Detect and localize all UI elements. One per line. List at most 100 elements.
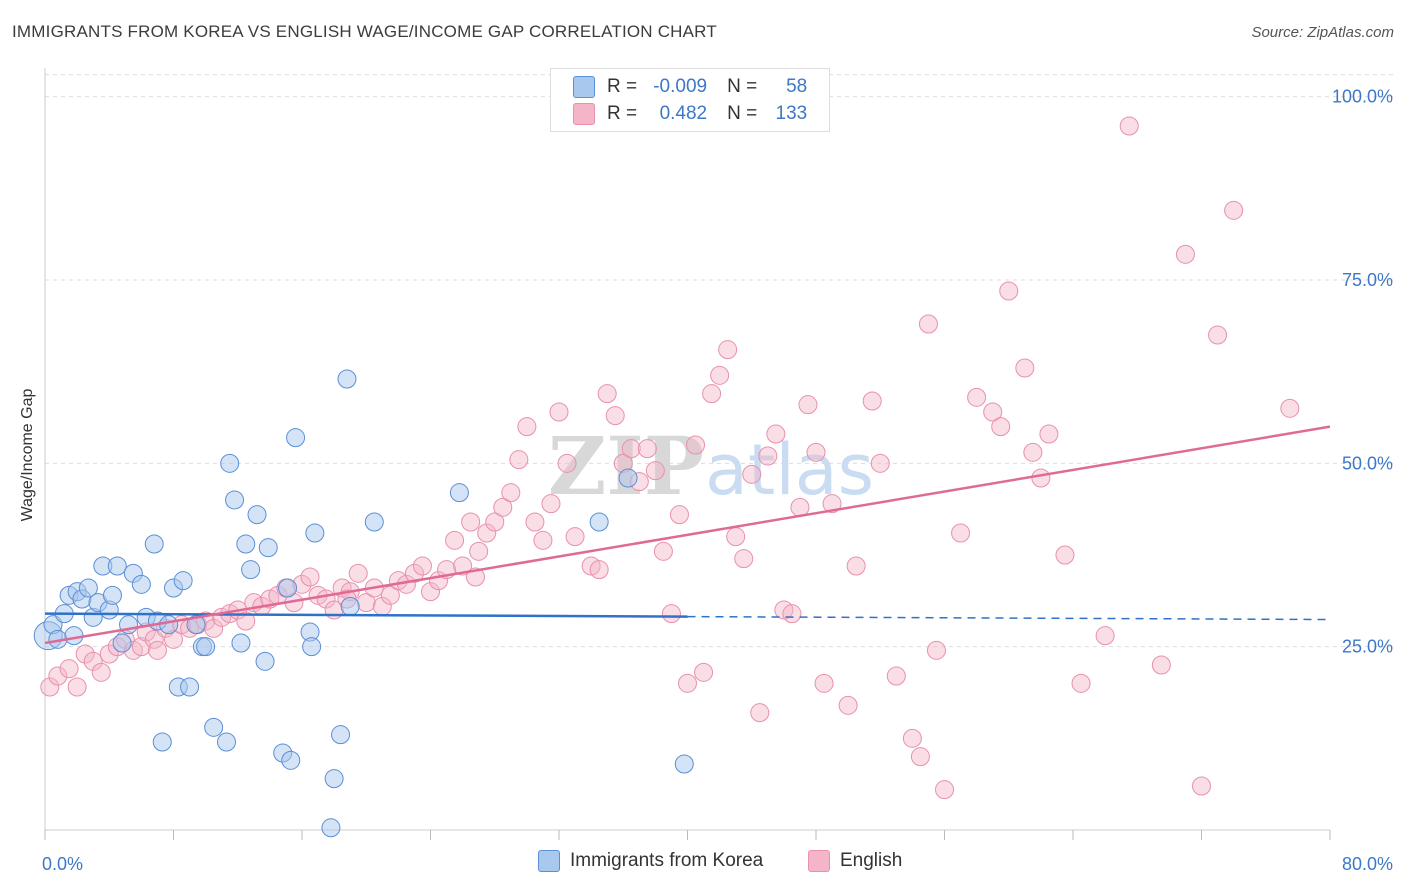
english-point <box>605 406 625 426</box>
korea-point <box>281 750 301 770</box>
korea-point <box>131 574 151 594</box>
korea-point <box>305 523 325 543</box>
y-tick-label-50: 50.0% <box>1342 453 1393 473</box>
korea-point <box>220 453 240 473</box>
korea-point <box>186 615 206 635</box>
korea-point <box>324 769 344 789</box>
english-point <box>421 582 440 602</box>
english-point <box>565 527 585 547</box>
english-point <box>967 387 987 407</box>
english-point <box>999 281 1019 301</box>
tick-labels: 25.0% 50.0% 75.0% 100.0% 0.0% 80.0% <box>42 87 1393 874</box>
english-point <box>40 677 60 697</box>
korea-point <box>204 717 224 737</box>
axes <box>44 68 1331 840</box>
english-point <box>862 391 882 411</box>
english-point <box>75 644 95 664</box>
english-point <box>886 666 906 686</box>
english-point <box>1175 244 1195 264</box>
english-point <box>1280 398 1300 418</box>
legend-korea-r-label: R = <box>607 76 638 97</box>
y-tick-label-75: 75.0% <box>1342 270 1393 290</box>
english-point <box>1224 200 1244 220</box>
y-tick-label-25: 25.0% <box>1342 637 1393 657</box>
english-point <box>404 563 424 583</box>
english-point <box>983 402 1003 422</box>
watermark-zip: ZIP <box>548 419 704 513</box>
legend-swatch-korea <box>573 76 595 98</box>
english-point <box>469 541 489 561</box>
english-point <box>83 651 103 671</box>
english-point <box>1071 673 1091 693</box>
chart-source: Source: ZipAtlas.com <box>1251 24 1394 41</box>
english-point <box>236 611 256 631</box>
korea-point <box>196 637 216 657</box>
korea-point <box>247 505 267 525</box>
series-label-english: English <box>840 850 903 871</box>
english-point <box>822 494 842 514</box>
legend-english-r-label: R = <box>607 103 638 124</box>
english-point <box>91 662 111 682</box>
english-point <box>758 446 778 466</box>
korea-point <box>173 571 193 591</box>
korea-point <box>64 626 84 646</box>
korea-point <box>258 538 278 558</box>
english-point <box>718 340 738 360</box>
korea-point <box>241 560 261 580</box>
korea-point <box>144 534 164 554</box>
legend-english-n-value: 133 <box>775 103 808 124</box>
english-point <box>902 728 922 748</box>
english-point <box>621 439 641 459</box>
english-point <box>798 395 818 415</box>
english-point <box>525 512 545 532</box>
correlation-legend: R = -0.009 N = 58 R = 0.482 N = 133 <box>550 68 830 132</box>
english-point <box>678 673 697 693</box>
english-point <box>597 384 617 404</box>
english-point <box>734 549 754 569</box>
english-point <box>48 666 68 686</box>
korea-point <box>331 725 351 745</box>
korea-point <box>618 468 638 488</box>
english-point <box>838 695 858 715</box>
english-point <box>589 560 609 580</box>
y-axis-label: Wage/Income Gap <box>19 388 36 522</box>
legend-english-r-value: 0.482 <box>659 103 708 124</box>
english-point <box>710 365 730 385</box>
x-tick-label-min: 0.0% <box>42 854 83 874</box>
korea-point <box>107 556 127 576</box>
english-point <box>661 604 681 624</box>
korea-point <box>180 677 200 697</box>
english-point <box>991 417 1011 437</box>
legend-korea-n-value: 58 <box>786 76 808 97</box>
korea-point <box>286 428 306 448</box>
english-point <box>493 497 513 517</box>
english-point <box>445 530 465 550</box>
korea-point <box>159 615 179 635</box>
english-point <box>1119 116 1139 136</box>
english-point <box>951 523 971 543</box>
english-point <box>806 442 826 462</box>
english-point <box>1208 325 1228 345</box>
english-point <box>501 483 521 503</box>
korea-point <box>255 651 275 671</box>
english-point <box>926 640 946 660</box>
legend-row-english: R = 0.482 N = 133 <box>573 101 807 127</box>
series-legend-english[interactable]: English <box>808 850 902 872</box>
english-point <box>99 644 119 664</box>
english-point <box>509 450 529 470</box>
english-point <box>1151 655 1171 675</box>
english-point <box>870 453 890 473</box>
english-trend-line <box>44 425 1331 645</box>
korea-trend-extension <box>687 615 1331 621</box>
series-legend: Immigrants from Korea English <box>0 850 1406 878</box>
legend-korea-r-value: -0.009 <box>653 76 708 97</box>
english-point <box>686 435 706 455</box>
chart-title: IMMIGRANTS FROM KOREA VS ENGLISH WAGE/IN… <box>12 22 717 41</box>
series-legend-korea[interactable]: Immigrants from Korea <box>538 850 763 872</box>
series-swatch-english <box>808 850 830 872</box>
english-point <box>541 494 561 514</box>
english-point <box>637 439 657 459</box>
english-point <box>750 703 770 723</box>
korea-point <box>321 818 341 838</box>
